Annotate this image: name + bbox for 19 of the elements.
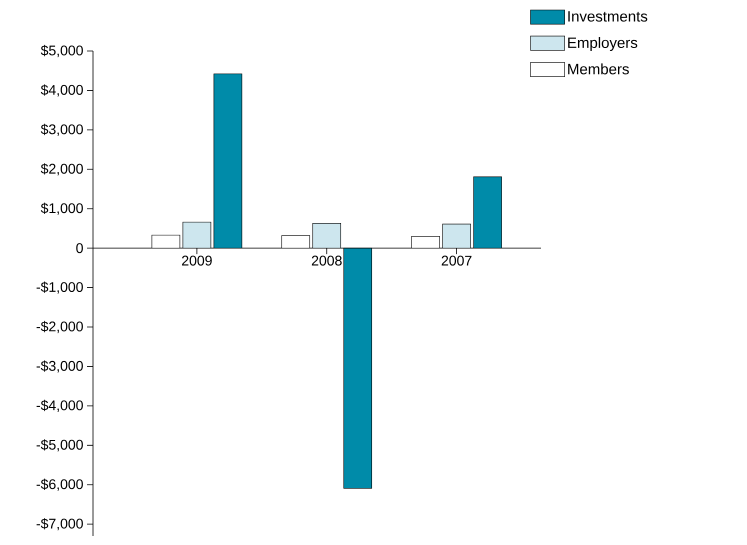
y-tick-label: -$4,000	[36, 400, 83, 412]
x-tick-label: 2009	[182, 256, 212, 266]
legend-label: Investments	[568, 11, 648, 22]
y-tick-label: -$3,000	[36, 360, 83, 373]
y-tick-label: $1,000	[40, 202, 83, 215]
y-tick-label: -$5,000	[36, 439, 83, 452]
y-tick-label: -$7,000	[36, 518, 83, 530]
y-tick-label: -$2,000	[36, 320, 83, 334]
legend-label: Members	[568, 63, 629, 74]
y-tick-label: $5,000	[40, 44, 83, 58]
y-tick-label: $4,000	[40, 84, 83, 96]
x-tick-label: 2007	[442, 256, 472, 266]
legend-label: Employers	[568, 37, 638, 51]
y-tick-label: 0	[76, 243, 83, 254]
y-tick-label: -$6,000	[36, 478, 83, 491]
y-tick-label: $3,000	[40, 124, 83, 136]
x-tick-label: 2008	[312, 256, 342, 266]
y-tick-label: -$1,000	[36, 281, 83, 294]
y-tick-label: $2,000	[40, 163, 83, 176]
